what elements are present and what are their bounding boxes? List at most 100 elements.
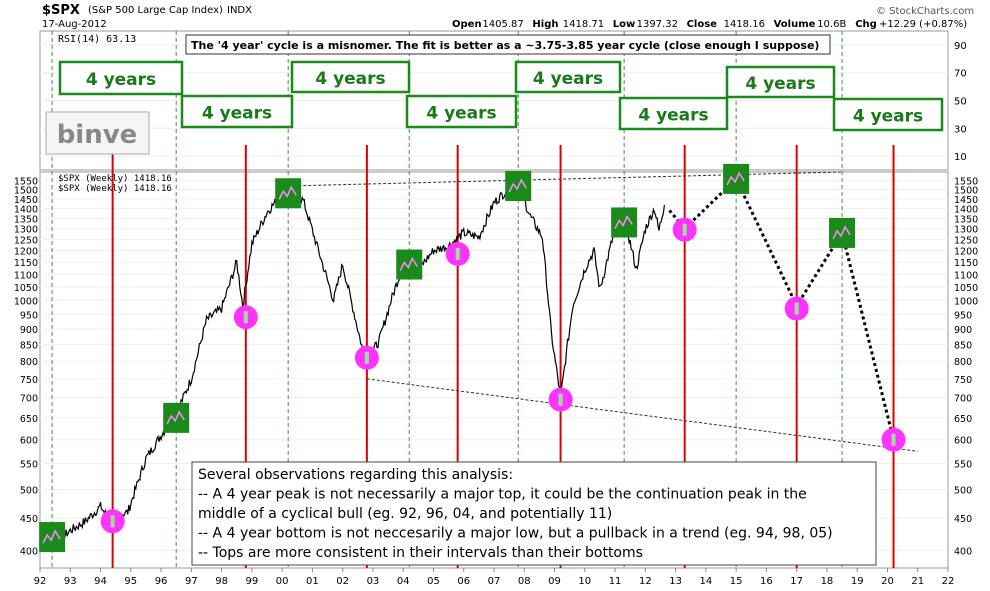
y-tick-label-left: 600 <box>20 436 38 447</box>
cycle-low-center <box>891 433 896 446</box>
header-chg-label: Chg <box>855 19 877 30</box>
x-tick-label: 09 <box>548 576 561 587</box>
y-tick-label-left: 1300 <box>14 225 38 236</box>
notes-line: Several observations regarding this anal… <box>198 467 513 483</box>
rsi-tick-label: 50 <box>954 97 967 108</box>
x-tick-label: 00 <box>276 576 289 587</box>
x-tick-label: 92 <box>34 576 47 587</box>
x-tick-label: 11 <box>609 576 622 587</box>
y-tick-label-right: 700 <box>954 394 972 405</box>
price-legend-2: $SPX (Weekly) 1418.16 <box>58 184 172 194</box>
x-tick-label: 18 <box>821 576 834 587</box>
x-tick-label: 98 <box>215 576 228 587</box>
rsi-label: RSI(14) 63.13 <box>58 34 136 45</box>
header-chg-value: +12.29 (+0.87%) <box>879 19 967 30</box>
y-tick-label-right: 1050 <box>954 283 978 294</box>
y-tick-label-left: 1550 <box>14 177 38 188</box>
y-tick-label-right: 850 <box>954 341 972 352</box>
y-tick-label-left: 1450 <box>14 195 38 206</box>
y-tick-label-left: 900 <box>20 325 38 336</box>
y-tick-label-left: 800 <box>20 357 38 368</box>
x-tick-label: 12 <box>639 576 652 587</box>
x-tick-label: 10 <box>578 576 591 587</box>
cycle-high-scribble <box>726 171 745 186</box>
x-tick-label: 03 <box>367 576 380 587</box>
cycle-high-scribble <box>399 256 418 271</box>
y-tick-label-right: 1150 <box>954 258 978 269</box>
x-tick-label: 14 <box>699 576 712 587</box>
y-tick-label-right: 1450 <box>954 195 978 206</box>
cycle-box <box>290 60 411 94</box>
y-tick-label-right: 800 <box>954 357 972 368</box>
cycle-box-label: 4 years <box>426 104 496 124</box>
cycle-high-scribble <box>614 214 633 229</box>
y-tick-label-right: 600 <box>954 436 972 447</box>
cycle-high-scribble <box>166 410 185 425</box>
cycle-high-scribble <box>832 225 851 240</box>
cycle-low-center <box>794 302 799 315</box>
cycle-high-scribble <box>42 529 61 544</box>
cycle-low-center <box>558 393 563 406</box>
notes-line: -- Tops are more consistent in their int… <box>198 545 643 561</box>
cycle-low-center <box>364 351 369 364</box>
y-tick-label-right: 950 <box>954 310 972 321</box>
y-tick-label-right: 1550 <box>954 177 978 188</box>
x-tick-label: 95 <box>124 576 137 587</box>
y-tick-label-left: 1500 <box>14 186 38 197</box>
header-open-label: Open <box>452 19 482 30</box>
y-tick-label-right: 1000 <box>954 296 978 307</box>
y-tick-label-left: 400 <box>20 546 38 557</box>
cycle-box-label: 4 years <box>202 104 272 124</box>
y-tick-label-left: 1400 <box>14 204 38 215</box>
cycle-box-label: 4 years <box>745 74 815 94</box>
logo-box <box>45 111 150 155</box>
header-name: (S&P 500 Large Cap Index) <box>88 5 223 16</box>
y-tick-label-left: 1000 <box>14 296 38 307</box>
y-tick-label-left: 850 <box>20 341 38 352</box>
x-tick-label: 17 <box>790 576 803 587</box>
header-open-value: 1405.87 <box>482 19 523 30</box>
y-tick-label-left: 1350 <box>14 214 38 225</box>
cycle-high-scribble <box>278 185 297 200</box>
header-low-value: 1397.32 <box>637 19 678 30</box>
cycle-high-scribble <box>508 178 527 193</box>
rsi-tick-label: 90 <box>954 41 967 52</box>
rsi-tick-label: 70 <box>954 69 967 80</box>
header-close-value: 1418.16 <box>724 19 765 30</box>
cycle-low-center <box>455 247 460 260</box>
logo-text: binve <box>57 120 138 150</box>
y-tick-label-right: 1400 <box>954 204 978 215</box>
y-tick-label-left: 450 <box>20 514 38 525</box>
x-tick-label: 19 <box>851 576 864 587</box>
cycle-box <box>514 60 622 94</box>
cycle-box <box>618 96 729 131</box>
x-tick-label: 05 <box>427 576 440 587</box>
cycle-box-label: 4 years <box>86 70 156 90</box>
y-tick-label-left: 650 <box>20 414 38 425</box>
y-tick-label-right: 1200 <box>954 247 978 258</box>
y-tick-label-left: 1050 <box>14 283 38 294</box>
header-high-label: High <box>532 19 558 30</box>
x-tick-label: 04 <box>397 576 410 587</box>
y-tick-label-right: 1250 <box>954 235 978 246</box>
x-tick-label: 02 <box>336 576 349 587</box>
x-tick-label: 21 <box>911 576 924 587</box>
header-volume-label: Volume <box>774 19 816 30</box>
x-tick-label: 22 <box>942 576 955 587</box>
y-tick-label-left: 700 <box>20 394 38 405</box>
header-exchange: INDX <box>227 5 252 16</box>
y-tick-label-left: 500 <box>20 485 38 496</box>
y-tick-label-left: 750 <box>20 375 38 386</box>
watermark: © StockCharts.com <box>876 6 974 17</box>
x-tick-label: 01 <box>306 576 319 587</box>
y-tick-label-right: 1100 <box>954 270 978 281</box>
trendline-bottom <box>366 378 918 452</box>
rsi-tick-label: 10 <box>954 152 967 163</box>
y-tick-label-right: 1500 <box>954 186 978 197</box>
y-tick-label-right: 1350 <box>954 214 978 225</box>
annotation-text: The '4 year' cycle is a misnomer. The fi… <box>191 39 819 52</box>
y-tick-label-right: 750 <box>954 375 972 386</box>
annotation-box <box>185 34 831 55</box>
